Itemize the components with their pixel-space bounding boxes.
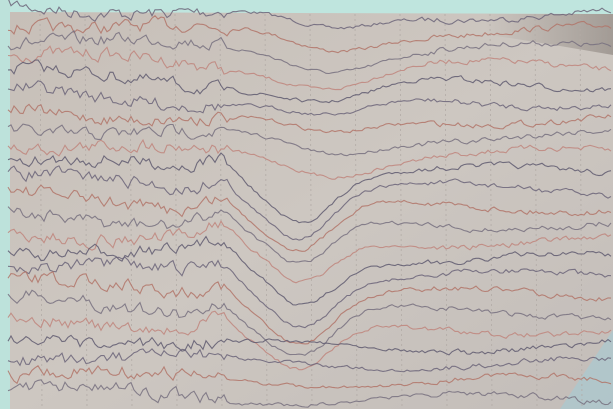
left-edge <box>0 0 10 409</box>
page: (() => { JSON.parse(document.getElementB… <box>0 0 613 409</box>
eeg-printout-photo <box>0 0 613 409</box>
